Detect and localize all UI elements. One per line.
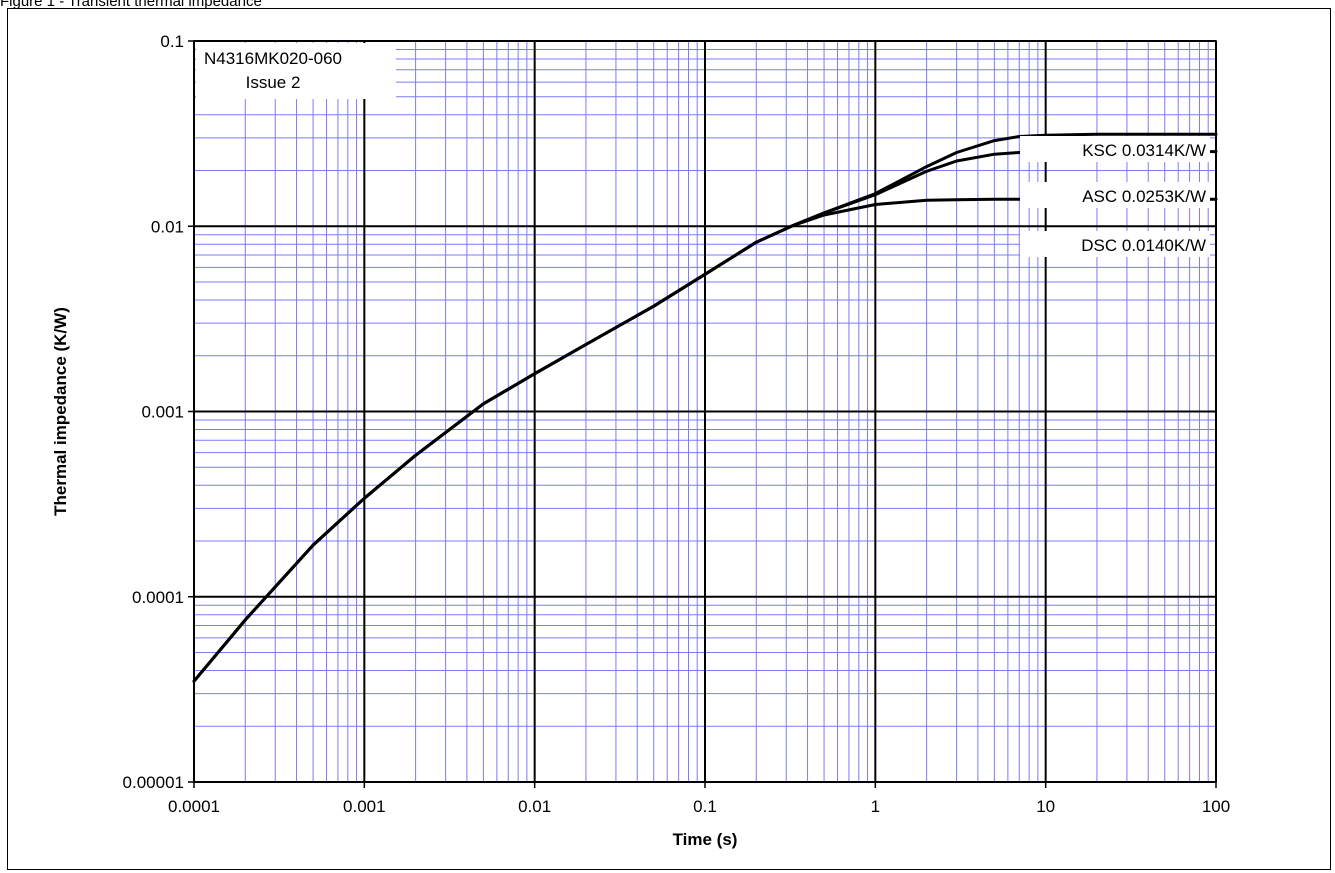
series-label-bg xyxy=(1020,182,1210,208)
x-tick-label: 1 xyxy=(871,797,880,816)
x-tick-label: 10 xyxy=(1036,797,1055,816)
x-tick-label: 0.01 xyxy=(518,797,551,816)
series-label-bg xyxy=(1020,231,1210,257)
y-axis-label: Thermal impedance (K/W) xyxy=(51,307,70,516)
figure-caption: Figure 1 - Transient thermal impedance xyxy=(0,0,262,10)
y-tick-label: 0.1 xyxy=(160,32,184,51)
y-tick-label: 0.0001 xyxy=(132,588,184,607)
x-axis-label: Time (s) xyxy=(673,830,738,849)
x-tick-label: 0.1 xyxy=(693,797,717,816)
x-tick-label: 0.0001 xyxy=(168,797,220,816)
note-line: Issue 2 xyxy=(246,73,301,92)
series-labels: KSC 0.0314K/W ASC 0.0253K/W DSC 0.0140K/W xyxy=(1020,136,1210,257)
note-box-bg xyxy=(196,43,396,99)
x-tick-label: 0.001 xyxy=(343,797,386,816)
y-tick-label: 0.01 xyxy=(151,217,184,236)
series-label: DSC 0.0140K/W xyxy=(1081,236,1206,255)
note-box: N4316MK020-060 Issue 2 xyxy=(196,43,396,99)
y-axis-ticks: 0.1 0.01 0.001 0.0001 0.00001 xyxy=(123,32,194,792)
series-label: ASC 0.0253K/W xyxy=(1082,187,1206,206)
note-line: N4316MK020-060 xyxy=(204,49,342,68)
x-axis-ticks: 0.0001 0.001 0.01 0.1 1 10 100 xyxy=(168,782,1230,816)
x-tick-label: 100 xyxy=(1202,797,1230,816)
y-tick-label: 0.00001 xyxy=(123,773,184,792)
y-tick-label: 0.001 xyxy=(141,403,184,422)
series-label-bg xyxy=(1020,136,1210,162)
thermal-impedance-chart: 0.0001 0.001 0.01 0.1 1 10 100 0.10.010.0010.0… xyxy=(51,32,1230,849)
series-line xyxy=(192,132,1218,683)
series-label: KSC 0.0314K/W xyxy=(1082,141,1206,160)
chart-frame: 0.0001 0.001 0.01 0.1 1 10 100 0.1 0.01 0.001 0.0… xyxy=(7,8,1331,870)
